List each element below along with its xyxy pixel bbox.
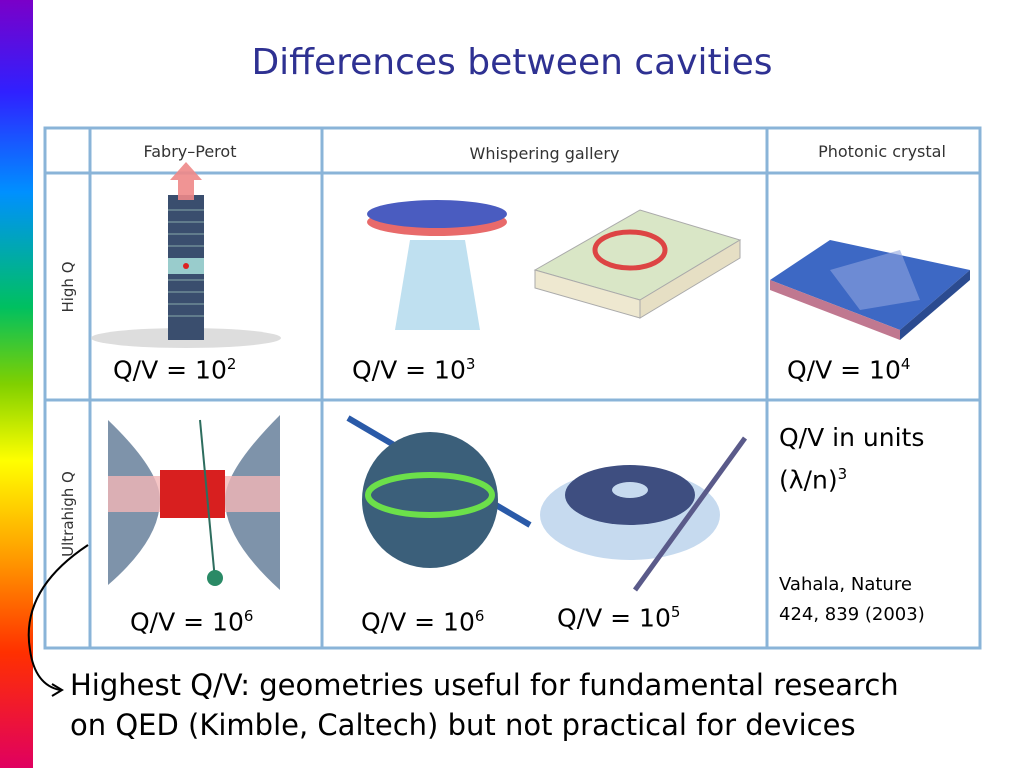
qv-text: Q/V = 10 <box>361 607 475 637</box>
footer-line: Highest Q/V: geometries useful for funda… <box>70 668 899 702</box>
qv-label: Q/V = 106 <box>130 607 253 636</box>
citation-line: Vahala, Nature <box>779 574 912 595</box>
qv-text: Q/V = 10 <box>130 607 244 637</box>
units-exponent: 3 <box>837 465 848 483</box>
units-note: Q/V in units (λ/n)3 <box>779 420 924 498</box>
qv-exponent: 6 <box>474 607 485 625</box>
arrow <box>27 544 89 691</box>
photonic-crystal-illustration <box>770 240 970 340</box>
qv-exponent: 3 <box>465 355 476 373</box>
qv-text: Q/V = 10 <box>787 355 901 385</box>
microtoroid-illustration <box>540 436 748 592</box>
qv-text: Q/V = 10 <box>352 355 466 385</box>
qv-label: Q/V = 103 <box>352 355 475 384</box>
qv-label: Q/V = 104 <box>787 355 910 384</box>
qv-exponent: 5 <box>670 603 681 621</box>
microdisk-illustration <box>367 200 507 330</box>
qv-text: Q/V = 10 <box>557 603 671 633</box>
footer-text: Highest Q/V: geometries useful for funda… <box>70 665 899 745</box>
units-line: (λ/n)3 <box>779 456 924 498</box>
rainbow-bar <box>0 0 33 768</box>
qv-exponent: 4 <box>900 355 911 373</box>
fabry-perot-illustration <box>91 162 281 348</box>
column-header: Photonic crystal <box>818 142 946 161</box>
footer-line: on QED (Kimble, Caltech) but not practic… <box>70 708 856 742</box>
arrow-head <box>51 683 64 697</box>
slide-title: Differences between cavities <box>251 42 773 83</box>
qv-text: Q/V = 10 <box>113 355 227 385</box>
qv-exponent: 6 <box>243 607 254 625</box>
qv-label: Q/V = 102 <box>113 355 236 384</box>
qv-label: Q/V = 106 <box>361 607 484 636</box>
atom-cavity-illustration <box>108 415 280 590</box>
qv-label: Q/V = 105 <box>557 603 680 632</box>
qv-exponent: 2 <box>226 355 237 373</box>
units-line: Q/V in units <box>779 423 925 452</box>
units-text: (λ/n) <box>779 465 838 495</box>
ring-chip-illustration <box>533 209 742 319</box>
citation: Vahala, Nature 424, 839 (2003) <box>779 570 925 630</box>
column-header: Fabry–Perot <box>143 142 237 161</box>
row-label: High Q <box>59 261 77 313</box>
citation-line: 424, 839 (2003) <box>779 604 925 625</box>
row-label: Ultrahigh Q <box>59 471 77 557</box>
column-header: Whispering gallery <box>469 144 620 163</box>
microsphere-illustration <box>346 415 532 568</box>
